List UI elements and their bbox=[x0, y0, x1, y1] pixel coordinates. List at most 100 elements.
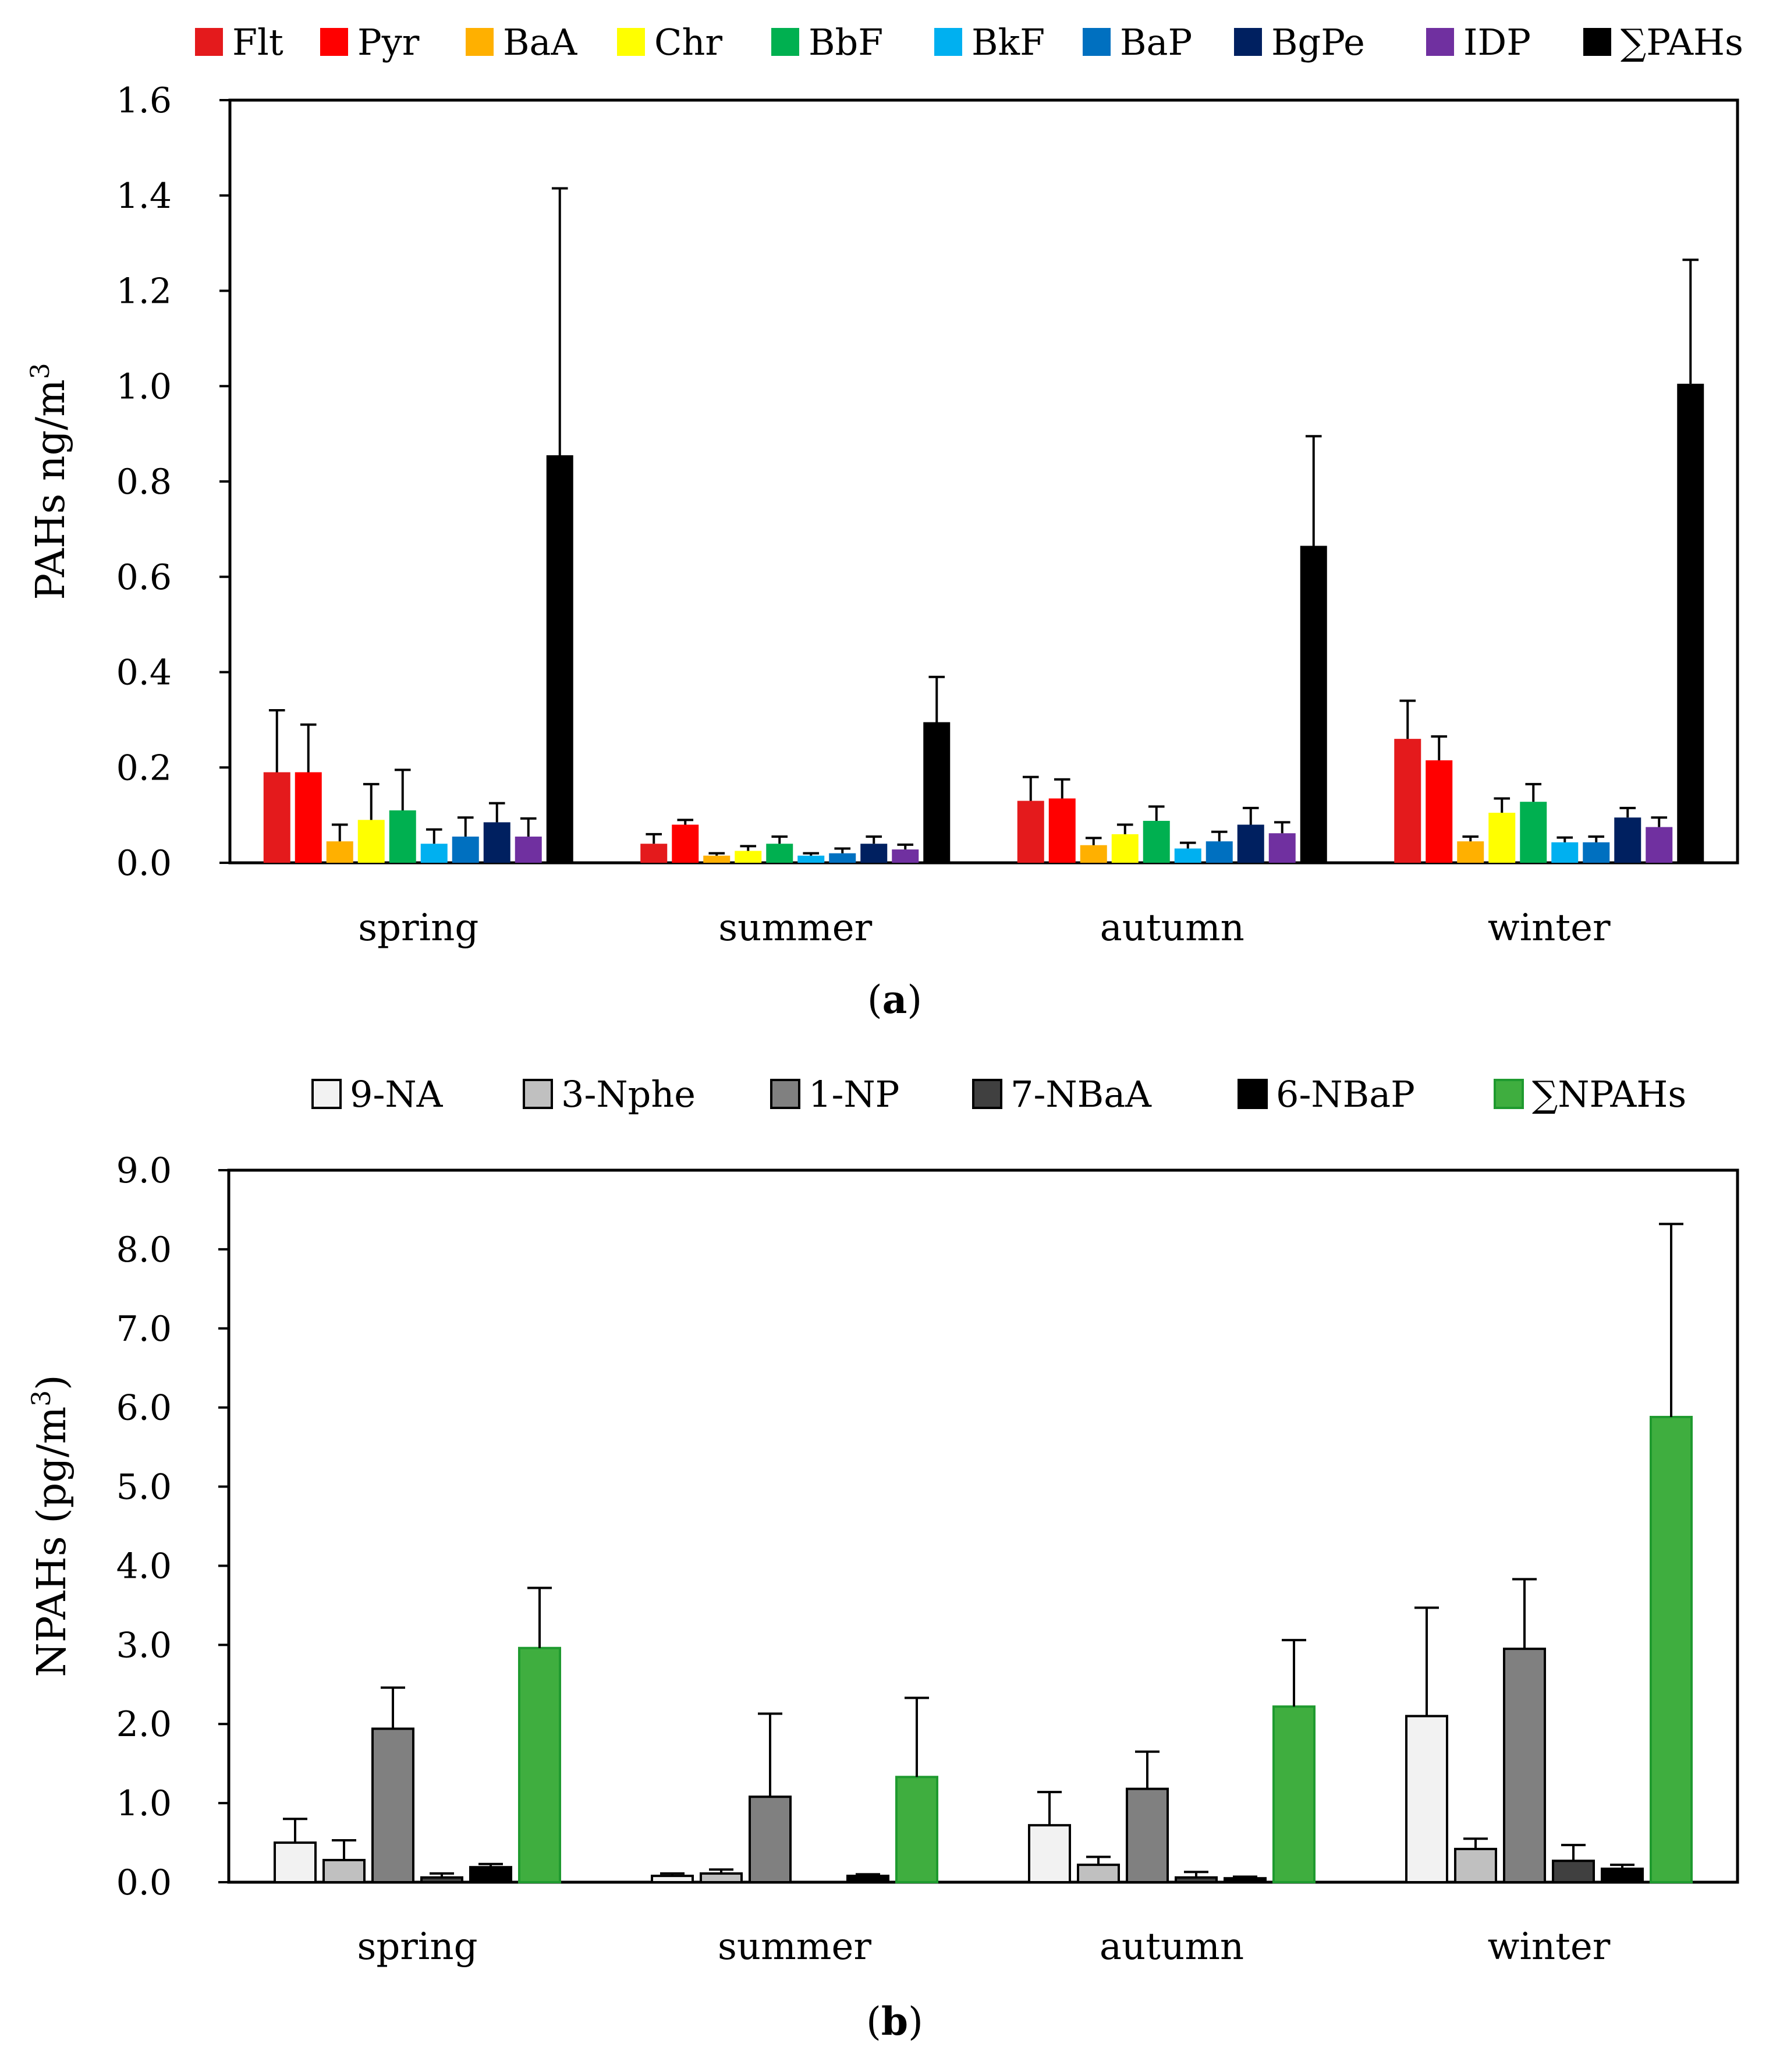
legend-swatch bbox=[1494, 1079, 1524, 1109]
x-axis-b: spring summer autumn winter bbox=[357, 1925, 1610, 1968]
bar-bgpe-summer bbox=[860, 844, 888, 863]
bar-npahs-summer bbox=[895, 1776, 938, 1884]
bar-npahs-autumn bbox=[1272, 1705, 1316, 1883]
legend-label: 6-NBaP bbox=[1276, 1073, 1415, 1115]
bar-bbf-winter bbox=[1520, 802, 1547, 863]
y-tick-label: 1.0 bbox=[116, 1783, 172, 1824]
bar-1-np-spring bbox=[371, 1727, 414, 1883]
bar-1-np-winter bbox=[1503, 1648, 1546, 1883]
bar-flt-summer bbox=[640, 844, 668, 863]
y-tick-label: 1.2 bbox=[116, 271, 172, 312]
y-tick-label: 6.0 bbox=[116, 1388, 172, 1429]
legend-label: Chr bbox=[654, 21, 722, 63]
bar-idp-winter bbox=[1646, 827, 1673, 863]
legend-label: 9-NA bbox=[350, 1073, 444, 1115]
legend-swatch bbox=[771, 28, 799, 56]
legend-label: ∑NPAHs bbox=[1532, 1073, 1686, 1115]
x-axis-a: spring summer autumn winter bbox=[358, 906, 1611, 950]
bar-idp-spring bbox=[515, 836, 542, 863]
bar-flt-autumn bbox=[1017, 801, 1044, 863]
bar-idp-summer bbox=[892, 849, 919, 863]
bar-3-nphe-summer bbox=[700, 1872, 743, 1884]
legend-label: 3-Nphe bbox=[561, 1073, 696, 1115]
bar-1-np-summer bbox=[749, 1795, 792, 1883]
bar-npahs-winter bbox=[1650, 1415, 1693, 1884]
bar-6-nbap-autumn bbox=[1224, 1877, 1267, 1884]
y-tick-label: 0.2 bbox=[116, 748, 172, 788]
bar-1-np-autumn bbox=[1126, 1787, 1169, 1884]
y-tick-label: 9.0 bbox=[116, 1150, 172, 1191]
bar-bap-summer bbox=[829, 853, 856, 863]
y-tick-label: 1.6 bbox=[116, 80, 172, 121]
legend-label: Pyr bbox=[357, 21, 420, 63]
legend-label: BaA bbox=[503, 21, 578, 63]
legend-swatch bbox=[1234, 28, 1262, 56]
bar-pahs-summer bbox=[923, 722, 951, 863]
chart-panel-b: 9-NA 3-Nphe 1-NP 7-NBaA 6-NBaP ∑NPAHs 0.0 1.0 2… bbox=[27, 1073, 1739, 2044]
x-tick-label: autumn bbox=[1100, 1925, 1244, 1968]
plot-area-frame-a bbox=[228, 98, 1739, 865]
legend-label: BkF bbox=[971, 21, 1045, 63]
legend-swatch bbox=[320, 28, 348, 56]
y-tick-label: 4.0 bbox=[116, 1546, 172, 1586]
y-tick-label: 0.6 bbox=[116, 557, 172, 598]
x-tick-label: summer bbox=[718, 1925, 871, 1968]
y-tick-label: 0.4 bbox=[116, 653, 172, 693]
bar-bkf-autumn bbox=[1174, 848, 1201, 863]
y-axis-title-a: PAHs ng/m3 bbox=[26, 363, 74, 600]
y-tick-label: 0.8 bbox=[116, 462, 172, 502]
y-axis-a: 0.0 0.2 0.4 0.6 0.8 1.0 1.2 1.4 1.6 bbox=[116, 80, 230, 884]
legend-b: 9-NA 3-Nphe 1-NP 7-NBaA 6-NBaP ∑NPAHs bbox=[311, 1073, 1686, 1115]
bar-bgpe-winter bbox=[1614, 817, 1641, 863]
legend-label: ∑PAHs bbox=[1621, 21, 1743, 63]
legend-label: BgPe bbox=[1271, 21, 1365, 63]
plot-area-frame-b bbox=[227, 1168, 1739, 1884]
bar-flt-spring bbox=[263, 772, 290, 863]
bar-pyr-autumn bbox=[1048, 798, 1076, 863]
bar-pyr-winter bbox=[1426, 760, 1453, 863]
y-tick-label: 7.0 bbox=[116, 1309, 172, 1350]
bar-bbf-autumn bbox=[1143, 820, 1170, 863]
y-tick-label: 0.0 bbox=[116, 1862, 172, 1903]
chart-panel-a: Flt Pyr BaA Chr BbF BkF BaP BgPe IDP ∑PAHs 0.0 0.2… bbox=[26, 21, 1743, 1022]
legend-a: Flt Pyr BaA Chr BbF BkF BaP BgPe IDP ∑PAHs bbox=[195, 21, 1743, 63]
legend-swatch bbox=[195, 28, 223, 56]
bar-chr-winter bbox=[1488, 813, 1516, 863]
y-tick-label: 8.0 bbox=[116, 1230, 172, 1270]
y-tick-label: 0.0 bbox=[116, 843, 172, 884]
bars-b bbox=[274, 1223, 1693, 1884]
x-tick-label: summer bbox=[718, 906, 872, 950]
bar-bkf-summer bbox=[797, 855, 825, 863]
legend-swatch bbox=[617, 28, 645, 56]
legend-swatch bbox=[311, 1079, 342, 1109]
bar-baa-spring bbox=[326, 841, 353, 863]
legend-label: BbF bbox=[809, 21, 883, 63]
legend-swatch bbox=[934, 28, 962, 56]
bar-pahs-winter bbox=[1677, 384, 1704, 863]
bar-9-na-spring bbox=[274, 1841, 317, 1884]
bar-idp-autumn bbox=[1268, 833, 1296, 863]
y-tick-label: 2.0 bbox=[116, 1704, 172, 1745]
panel-label-b: (b) bbox=[866, 1999, 923, 2044]
bar-bgpe-autumn bbox=[1237, 824, 1264, 863]
bar-3-nphe-autumn bbox=[1077, 1864, 1120, 1884]
bar-9-na-summer bbox=[651, 1875, 694, 1884]
bar-pyr-spring bbox=[295, 772, 322, 863]
legend-swatch bbox=[770, 1079, 800, 1109]
bar-bap-spring bbox=[452, 836, 479, 863]
y-tick-label: 1.4 bbox=[116, 176, 172, 217]
bar-bkf-winter bbox=[1551, 842, 1579, 863]
bar-bgpe-spring bbox=[483, 822, 510, 863]
legend-label: 7-NBaA bbox=[1010, 1073, 1152, 1115]
legend-swatch bbox=[1426, 28, 1454, 56]
bar-9-na-winter bbox=[1405, 1715, 1448, 1883]
y-axis-title-b: NPAHs (pg/m3) bbox=[27, 1375, 75, 1677]
bar-7-nbaa-winter bbox=[1552, 1860, 1595, 1884]
bar-npahs-spring bbox=[518, 1646, 561, 1883]
bar-baa-autumn bbox=[1080, 845, 1107, 863]
bar-3-nphe-winter bbox=[1454, 1847, 1497, 1884]
bar-bbf-spring bbox=[389, 810, 416, 863]
bar-6-nbap-summer bbox=[846, 1875, 889, 1884]
bar-bap-winter bbox=[1583, 842, 1610, 863]
